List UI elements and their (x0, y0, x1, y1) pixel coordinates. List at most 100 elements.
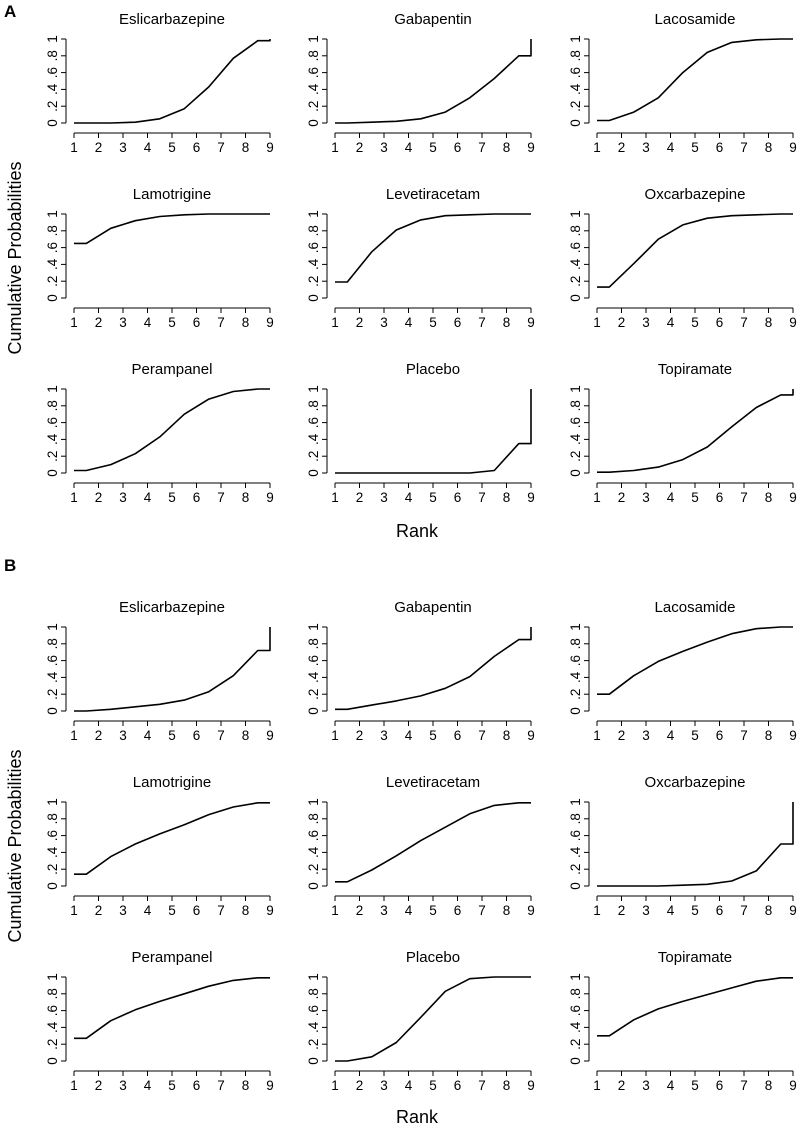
x-tick-label: 9 (527, 315, 535, 330)
x-tick-label: 1 (70, 315, 78, 330)
subplot: Placebo 0 .2 .4 .6 .8 1 1 2 3 4 5 6 7 8 9 (306, 361, 535, 505)
x-tick-label: 9 (527, 140, 535, 155)
x-tick-label: 2 (356, 1078, 364, 1093)
x-tick-label: 3 (119, 903, 127, 918)
x-tick-label: 5 (691, 315, 699, 330)
x-tick-label: 9 (266, 490, 274, 505)
x-tick-label: 6 (193, 728, 201, 743)
y-tick-label: .2 (568, 101, 583, 112)
cumulative-probability-line (597, 802, 794, 887)
subplot: Gabapentin 0 .2 .4 .6 .8 1 1 2 3 4 5 6 7 8 9 (306, 11, 535, 155)
x-tick-label: 3 (642, 1078, 650, 1093)
x-tick-label: 5 (168, 490, 176, 505)
x-tick-label: 3 (380, 903, 388, 918)
x-tick-label: 6 (193, 315, 201, 330)
cumulative-probability-line (74, 976, 270, 1040)
subplot-title: Lamotrigine (133, 186, 211, 203)
x-tick-label: 1 (70, 903, 78, 918)
x-tick-label: 9 (527, 1078, 535, 1093)
x-tick-label: 7 (740, 315, 748, 330)
y-tick-label: .2 (45, 864, 60, 875)
y-tick-label: .8 (568, 225, 583, 236)
x-tick-label: 7 (478, 490, 486, 505)
subplot: Oxcarbazepine 0 .2 .4 .6 .8 1 1 2 3 4 5 6 7 8 9 (568, 186, 797, 330)
x-axis-label-b: Rank (396, 1107, 439, 1127)
y-tick-label: .6 (45, 417, 60, 428)
x-tick-label: 1 (593, 140, 601, 155)
x-tick-label: 4 (405, 1078, 413, 1093)
x-tick-label: 8 (242, 490, 250, 505)
cumulative-probability-line (74, 627, 271, 712)
x-tick-label: 5 (429, 140, 437, 155)
x-tick-label: 3 (119, 490, 127, 505)
cumulative-probability-line (597, 626, 793, 696)
x-tick-label: 8 (765, 490, 773, 505)
y-tick-label: .8 (568, 638, 583, 649)
y-tick-label: 1 (568, 210, 583, 218)
x-tick-label: 8 (503, 1078, 511, 1093)
y-tick-label: .2 (45, 276, 60, 287)
y-tick-label: 1 (45, 798, 60, 806)
x-tick-label: 7 (478, 903, 486, 918)
x-tick-label: 4 (405, 140, 413, 155)
x-tick-label: 2 (95, 490, 103, 505)
x-tick-label: 7 (478, 1078, 486, 1093)
subplot: Levetiracetam 0 .2 .4 .6 .8 1 1 2 3 4 5 6 7 8 9 (306, 774, 535, 918)
x-tick-label: 9 (789, 315, 797, 330)
y-tick-label: .2 (45, 101, 60, 112)
subplot: Oxcarbazepine 0 .2 .4 .6 .8 1 1 2 3 4 5 6 7 8 9 (568, 774, 797, 918)
x-tick-label: 7 (217, 315, 225, 330)
x-tick-label: 9 (527, 903, 535, 918)
y-tick-label: 1 (45, 973, 60, 981)
y-tick-label: .6 (45, 67, 60, 78)
x-tick-label: 3 (380, 490, 388, 505)
y-tick-label: 1 (568, 623, 583, 631)
x-tick-label: 3 (642, 140, 650, 155)
x-tick-label: 6 (716, 315, 724, 330)
y-tick-label: 0 (45, 469, 60, 477)
x-tick-label: 2 (618, 903, 626, 918)
x-tick-label: 1 (331, 1078, 339, 1093)
x-tick-label: 6 (454, 1078, 462, 1093)
x-tick-label: 7 (478, 315, 486, 330)
y-tick-label: .8 (306, 638, 321, 649)
y-tick-label: .4 (45, 846, 60, 858)
x-tick-label: 8 (765, 315, 773, 330)
x-tick-label: 8 (765, 728, 773, 743)
subplot-title: Lamotrigine (133, 774, 211, 791)
x-tick-label: 6 (454, 490, 462, 505)
y-tick-label: .6 (568, 67, 583, 78)
y-tick-label: .2 (306, 864, 321, 875)
x-tick-label: 4 (667, 1078, 675, 1093)
subplot-title: Oxcarbazepine (645, 186, 746, 203)
x-tick-label: 1 (70, 140, 78, 155)
x-tick-label: 5 (691, 140, 699, 155)
y-tick-label: 0 (568, 469, 583, 477)
y-tick-label: .8 (45, 638, 60, 649)
y-tick-label: 0 (306, 707, 321, 715)
x-tick-label: 6 (454, 728, 462, 743)
x-tick-label: 3 (380, 728, 388, 743)
y-tick-label: 1 (306, 798, 321, 806)
y-tick-label: .2 (306, 276, 321, 287)
y-tick-label: .6 (568, 830, 583, 841)
x-tick-label: 6 (193, 140, 201, 155)
y-tick-label: 1 (306, 35, 321, 43)
x-tick-label: 2 (356, 903, 364, 918)
y-tick-label: 0 (306, 119, 321, 127)
y-tick-label: .2 (568, 451, 583, 462)
x-tick-label: 9 (789, 903, 797, 918)
x-tick-label: 2 (356, 140, 364, 155)
y-tick-label: .4 (45, 258, 60, 270)
y-tick-label: .8 (306, 988, 321, 999)
y-tick-label: .6 (306, 67, 321, 78)
x-tick-label: 8 (242, 315, 250, 330)
y-tick-label: .4 (306, 1021, 321, 1033)
x-tick-label: 3 (642, 903, 650, 918)
y-tick-label: .8 (306, 225, 321, 236)
y-tick-label: .4 (45, 671, 60, 683)
x-tick-label: 5 (429, 903, 437, 918)
x-tick-label: 5 (168, 140, 176, 155)
subplot-title: Eslicarbazepine (119, 11, 225, 28)
